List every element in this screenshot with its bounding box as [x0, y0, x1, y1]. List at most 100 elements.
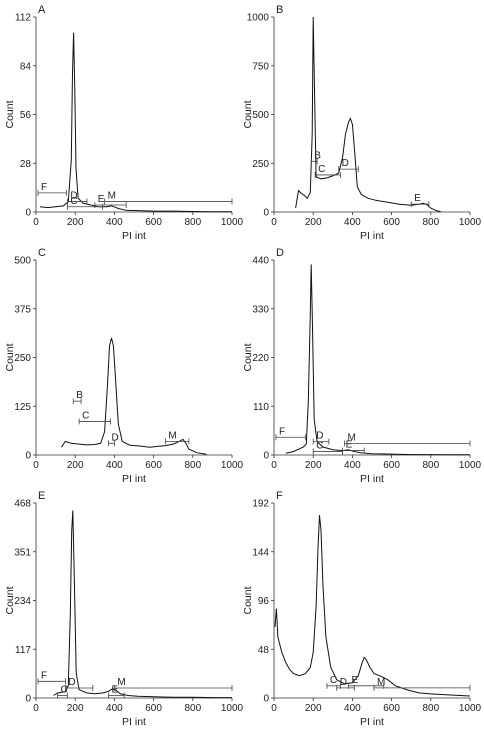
gate-label: F: [279, 426, 285, 437]
chart-panel: E 0 117 234 351 468 0 200 400 600 800 1000 PI int Cou…: [4, 490, 244, 728]
x-axis-label: PI int: [360, 230, 384, 242]
chart-panel: A 0 28 56 84 112 0 200 400 600 800 1000 PI int Count F…: [4, 4, 244, 242]
chart-panel: B 0 250 500 750 1000 0 200 400 600 800 1000 PI int Co…: [242, 4, 482, 242]
panel-letter: C: [38, 247, 46, 259]
gate-label: C: [330, 675, 337, 686]
gate-label: B: [314, 150, 321, 161]
gate-label: D: [316, 431, 323, 442]
x-tick-label: 400: [344, 217, 361, 228]
y-axis-label: Count: [4, 586, 16, 614]
y-axis-label: Count: [242, 586, 254, 614]
y-axis-label: Count: [4, 100, 16, 128]
y-tick-label: 250: [252, 159, 269, 170]
gate-label: C: [318, 164, 325, 175]
x-tick-label: 400: [106, 703, 123, 714]
x-tick-label: 800: [184, 217, 201, 228]
x-axis-label: PI int: [360, 473, 384, 485]
y-tick-label: 1000: [247, 13, 270, 24]
y-tick-label: 468: [14, 499, 31, 510]
gate-label: M: [168, 430, 176, 441]
x-tick-label: 200: [67, 460, 84, 471]
gate-label: C: [61, 685, 68, 696]
x-tick-label: 800: [422, 703, 439, 714]
y-tick-label: 192: [252, 499, 269, 510]
y-tick-label: 351: [14, 547, 31, 558]
gate-label: E: [98, 194, 105, 205]
y-tick-label: 56: [20, 110, 32, 121]
panel-letter: D: [276, 247, 284, 259]
y-tick-label: 330: [252, 304, 269, 315]
y-tick-label: 84: [20, 61, 32, 72]
x-tick-label: 400: [344, 460, 361, 471]
gate-label: C: [82, 410, 89, 421]
x-tick-label: 1000: [459, 703, 482, 714]
y-tick-label: 0: [25, 208, 31, 219]
chart-panel: F 0 48 96 144 192 0 200 400 600 800 1000 PI int Count…: [242, 490, 482, 728]
x-axis-label: PI int: [360, 716, 384, 728]
y-axis-label: Count: [4, 343, 16, 371]
y-tick-label: 0: [263, 208, 269, 219]
x-tick-label: 200: [67, 703, 84, 714]
x-axis-label: PI int: [122, 473, 146, 485]
y-tick-label: 220: [252, 353, 269, 364]
y-tick-label: 0: [25, 694, 31, 705]
y-tick-label: 48: [258, 645, 270, 656]
x-tick-label: 600: [383, 460, 400, 471]
panel-letter: B: [276, 4, 283, 16]
x-tick-label: 400: [106, 217, 123, 228]
x-tick-label: 1000: [221, 460, 244, 471]
y-tick-label: 112: [15, 13, 31, 24]
histogram-line: [61, 337, 207, 455]
y-tick-label: 375: [14, 304, 31, 315]
gate-label: C: [316, 440, 323, 451]
x-tick-label: 1000: [221, 703, 244, 714]
x-tick-label: 1000: [221, 217, 244, 228]
y-tick-label: 0: [263, 451, 269, 462]
gate-label: E: [414, 193, 421, 204]
histogram-line: [285, 264, 470, 456]
x-tick-label: 0: [271, 217, 277, 228]
x-axis-label: PI int: [122, 230, 146, 242]
y-tick-label: 500: [252, 110, 269, 121]
y-tick-label: 440: [252, 256, 269, 267]
y-tick-label: 144: [252, 547, 269, 558]
gate-label: E: [346, 440, 353, 451]
gate-label: M: [348, 432, 356, 443]
y-tick-label: 117: [15, 645, 31, 656]
histogram-line: [274, 515, 471, 697]
gate-label: F: [41, 182, 47, 193]
y-tick-label: 0: [263, 694, 269, 705]
gate-label: D: [342, 158, 349, 169]
x-tick-label: 600: [145, 703, 162, 714]
x-tick-label: 1000: [459, 217, 482, 228]
x-tick-label: 1000: [459, 460, 482, 471]
gate-label: M: [108, 191, 116, 202]
x-tick-label: 0: [271, 460, 277, 471]
x-tick-label: 800: [184, 460, 201, 471]
x-tick-label: 600: [383, 703, 400, 714]
x-tick-label: 600: [383, 217, 400, 228]
y-tick-label: 28: [20, 159, 32, 170]
gate-label: E: [112, 685, 119, 696]
gate-label: B: [76, 390, 83, 401]
chart-panel: D 0 110 220 330 440 0 200 400 600 800 1000 PI int Cou…: [242, 247, 482, 485]
histogram-line: [53, 510, 232, 699]
x-tick-label: 0: [271, 703, 277, 714]
histogram-line: [295, 16, 441, 213]
x-tick-label: 200: [305, 217, 322, 228]
gate-label: F: [41, 670, 47, 681]
chart-panel: C 0 125 250 375 500 0 200 400 600 800 1000 PI int Cou…: [4, 247, 244, 485]
gate-label: C: [70, 196, 77, 207]
y-tick-label: 110: [253, 402, 269, 413]
x-axis-label: PI int: [122, 716, 146, 728]
panel-letter: F: [276, 490, 283, 502]
x-tick-label: 0: [33, 460, 39, 471]
x-tick-label: 600: [145, 217, 162, 228]
panel-letter: E: [38, 490, 45, 502]
gate-label: E: [351, 675, 358, 686]
x-tick-label: 200: [305, 460, 322, 471]
y-tick-label: 0: [25, 451, 31, 462]
y-tick-label: 234: [14, 596, 31, 607]
x-tick-label: 0: [33, 217, 39, 228]
gate-label: D: [340, 677, 347, 688]
